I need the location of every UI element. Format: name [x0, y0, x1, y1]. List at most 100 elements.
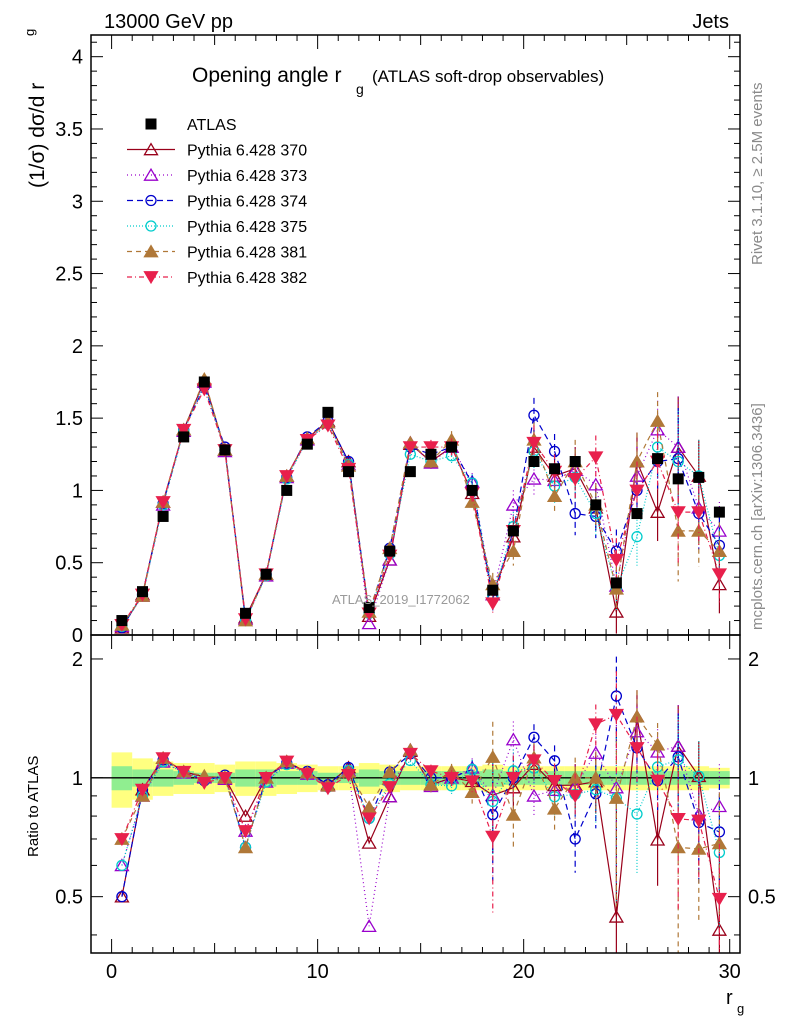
series-point: [631, 531, 643, 543]
y-tick-label: 2: [72, 336, 83, 358]
data-point: [343, 466, 355, 478]
ratio-series-line: [121, 693, 720, 897]
y-tick-label: 0: [72, 625, 83, 647]
data-point: [507, 525, 519, 537]
series-point: [649, 504, 666, 518]
series-point: [320, 419, 336, 433]
ratio-point: [361, 919, 377, 932]
legend: ATLAS Pythia 6.428 370 Pythia 6.428 373 Pyt…: [127, 117, 307, 287]
ratio-point: [361, 835, 377, 849]
legend-label: Pythia 6.428 375: [187, 219, 307, 236]
legend-label: Pythia 6.428 382: [187, 270, 307, 287]
ratio-point: [608, 790, 625, 804]
series-point: [691, 506, 707, 520]
ratio-point: [196, 776, 212, 790]
y-tick-label: 3: [72, 191, 83, 213]
ratio-point: [546, 774, 563, 788]
series-point: [526, 471, 542, 485]
data-point: [240, 607, 252, 619]
ratio-point: [237, 840, 254, 854]
ratio-point: [176, 765, 192, 779]
ratio-tick-label-right: 0.5: [748, 887, 776, 909]
ratio-point: [546, 801, 563, 815]
series-point: [608, 553, 625, 567]
ratio-point: [402, 747, 418, 761]
ratio-tick-label-left: 2: [72, 649, 83, 671]
ratio-marks: [91, 656, 740, 953]
series-point: [608, 604, 625, 618]
ratio-tick-label-right: 1: [748, 768, 759, 790]
series-point: [670, 506, 686, 520]
series-atlas: [116, 376, 725, 627]
y-tick-label: 3.5: [55, 119, 83, 141]
ratio-point: [526, 754, 542, 768]
ratio-point: [361, 812, 377, 826]
ratio-point: [649, 774, 666, 788]
data-point: [569, 456, 581, 468]
data-point: [363, 602, 375, 614]
ratio-point: [528, 731, 540, 743]
data-point: [446, 441, 458, 453]
ratio-point: [526, 788, 542, 802]
y-tick-label: 2.5: [55, 264, 83, 286]
y-tick-label: 4: [72, 47, 83, 69]
series-point: [711, 544, 728, 557]
series-point: [485, 597, 501, 611]
ratio-point: [670, 813, 686, 827]
x-tick-label: 0: [106, 961, 117, 983]
data-point: [610, 577, 622, 589]
series-point: [361, 616, 377, 630]
ratio-point: [608, 708, 625, 722]
series-point: [423, 454, 439, 468]
ratio-point: [569, 833, 581, 845]
series-point: [505, 497, 522, 511]
series-point: [505, 544, 522, 557]
ratio-tick-label-left: 0.5: [55, 887, 83, 909]
series-point: [711, 568, 728, 582]
legend-entry: ATLAS: [145, 117, 237, 134]
header-process-label: Jets: [692, 11, 729, 33]
data-point: [178, 431, 190, 443]
series-point: [528, 409, 540, 421]
legend-entry: Pythia 6.428 381: [127, 244, 307, 262]
ratio-point: [258, 771, 274, 785]
ratio-point: [670, 738, 686, 752]
data-point: [672, 473, 684, 485]
data-point: [631, 508, 643, 520]
legend-marker: [143, 167, 159, 181]
series-point: [629, 454, 645, 468]
data-point: [590, 499, 602, 511]
ratio-point: [485, 830, 501, 844]
legend-label: Pythia 6.428 373: [187, 168, 307, 185]
ratio-point: [711, 892, 728, 906]
main-panel: 0 0.5 1 1.5 2 2.5 3 3.5 4: [55, 34, 741, 647]
legend-marker: [143, 271, 159, 285]
ratio-point: [340, 768, 357, 782]
series-point: [629, 484, 645, 498]
ratio-point: [155, 752, 171, 766]
data-point: [652, 453, 664, 465]
ratio-point: [485, 749, 501, 763]
series-point: [279, 470, 295, 484]
legend-marker: [145, 118, 157, 130]
ratio-point: [629, 742, 645, 756]
legend-entry: Pythia 6.428 382: [127, 270, 307, 287]
series-line: [121, 377, 720, 626]
ratio-point: [361, 800, 377, 814]
ratio-point: [116, 859, 128, 872]
series-point: [402, 441, 418, 455]
data-point: [384, 545, 396, 557]
ratio-panel: 0.5 0.5 1 1 2 2: [55, 634, 776, 954]
ratio-point: [299, 768, 315, 782]
ratio-point: [711, 922, 728, 936]
ratio-axis-title: Ratio to ATLAS: [25, 756, 42, 857]
data-point: [528, 456, 540, 468]
analysis-watermark: ATLAS_2019_I1772062: [332, 592, 470, 607]
data-point: [487, 584, 499, 596]
ratio-point: [237, 808, 254, 822]
series-point: [588, 451, 604, 465]
ratio-point: [631, 808, 643, 820]
ratio-point: [588, 718, 604, 732]
